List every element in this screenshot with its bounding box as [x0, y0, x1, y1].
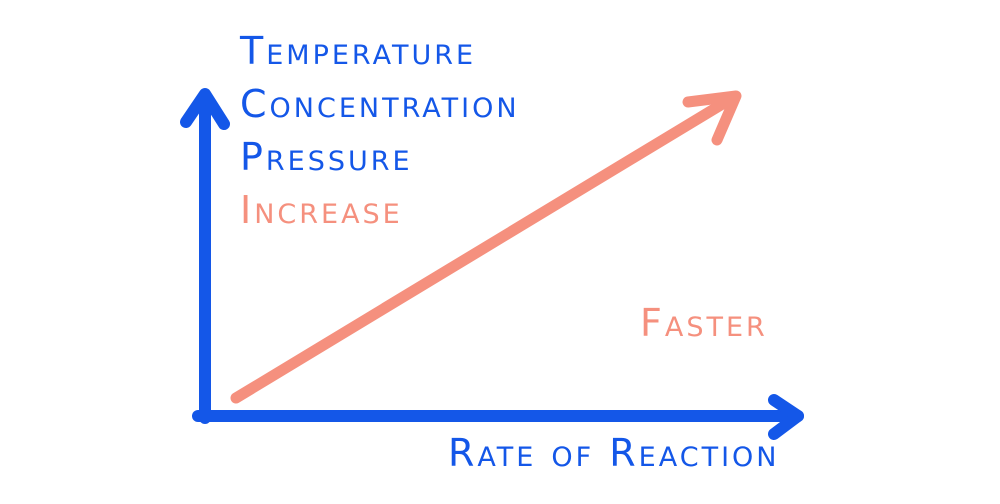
factor-pressure: Pressure	[240, 135, 413, 179]
x-axis-arrowhead	[768, 394, 804, 440]
trend-arrow-line	[230, 91, 740, 404]
x-axis-label: Rate of Reaction	[448, 431, 780, 475]
factor-temperature: Temperature	[240, 29, 477, 73]
trend-arrowhead	[682, 90, 742, 146]
increase-label: Increase	[240, 188, 403, 232]
y-axis-arrowhead	[180, 88, 230, 130]
factor-list: Temperature Concentration Pressure Incre…	[240, 32, 540, 244]
factor-concentration: Concentration	[240, 82, 520, 126]
faster-label: Faster	[640, 301, 768, 345]
